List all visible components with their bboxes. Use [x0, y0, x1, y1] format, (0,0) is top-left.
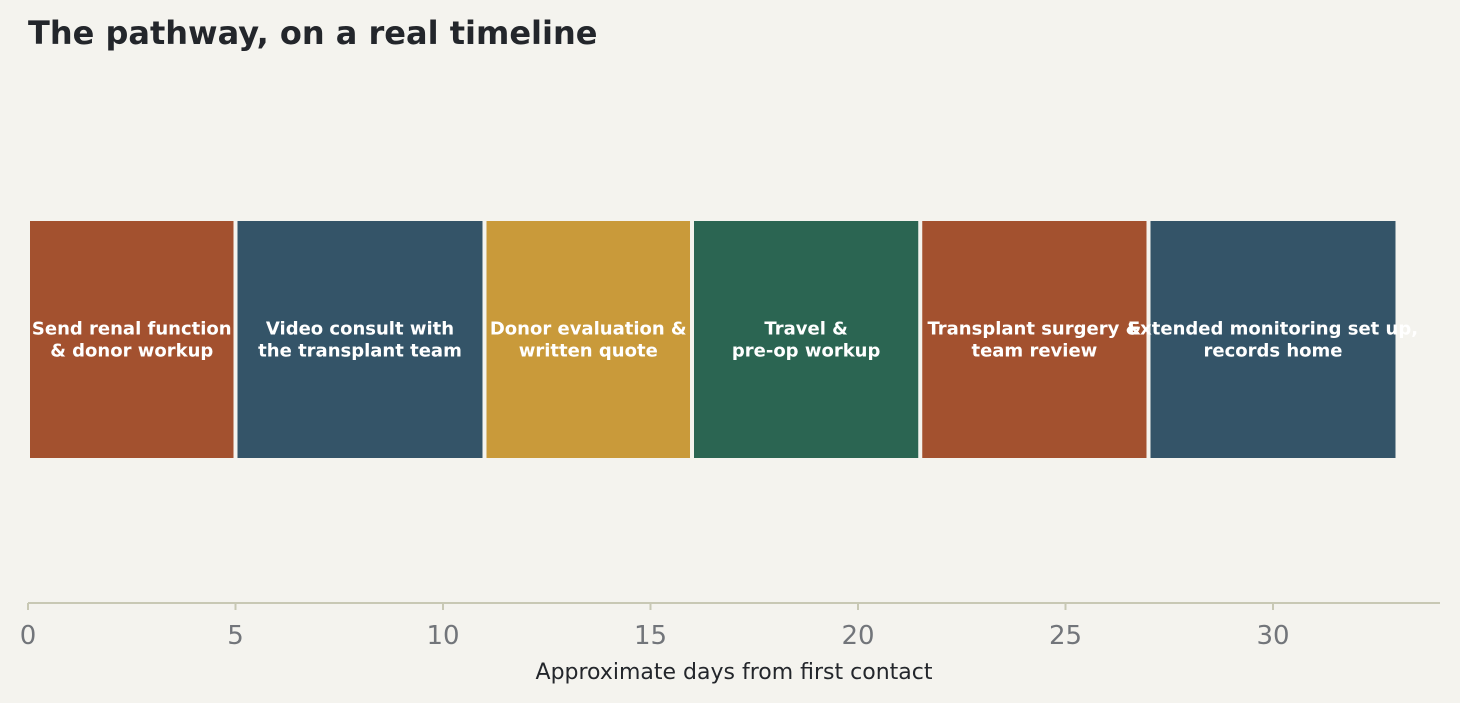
segment-label: pre-op workup [732, 341, 881, 362]
timeline-segment: Donor evaluation &written quote [486, 221, 690, 458]
segment-bar [486, 221, 690, 458]
x-axis-ticks: 0 5 10 15 20 25 30 [20, 603, 1290, 651]
x-tick-label: 5 [227, 621, 244, 651]
chart-title: The pathway, on a real timeline [28, 14, 598, 52]
x-tick-label: 20 [841, 621, 874, 651]
segment-label: & donor workup [50, 341, 213, 362]
segment-label: Video consult with [266, 319, 454, 340]
segment-label: the transplant team [258, 341, 462, 362]
segment-label: team review [971, 341, 1097, 362]
segment-bar [30, 221, 234, 458]
x-tick-label: 10 [426, 621, 459, 651]
segment-label: records home [1203, 341, 1342, 362]
x-tick-label: 0 [20, 621, 37, 651]
x-tick-label: 30 [1256, 621, 1289, 651]
segment-label: Travel & [764, 319, 847, 340]
timeline-segment: Travel &pre-op workup [694, 221, 919, 458]
segment-bar [694, 221, 919, 458]
timeline-segment: Send renal function& donor workup [30, 221, 234, 458]
x-tick-label: 25 [1049, 621, 1082, 651]
segment-label: Extended monitoring set up, [1128, 319, 1418, 340]
segment-bar [237, 221, 483, 458]
segment-label: Donor evaluation & [490, 319, 687, 340]
segment-label: Transplant surgery & [927, 319, 1141, 340]
segment-label: Send renal function [32, 319, 232, 340]
segment-bar [1150, 221, 1396, 458]
segment-label: written quote [519, 341, 658, 362]
x-axis-title: Approximate days from first contact [536, 660, 933, 685]
x-tick-label: 15 [634, 621, 667, 651]
segment-bar [922, 221, 1147, 458]
timeline-segment: Transplant surgery &team review [922, 221, 1147, 458]
timeline-segment: Extended monitoring set up,records home [1128, 221, 1418, 458]
